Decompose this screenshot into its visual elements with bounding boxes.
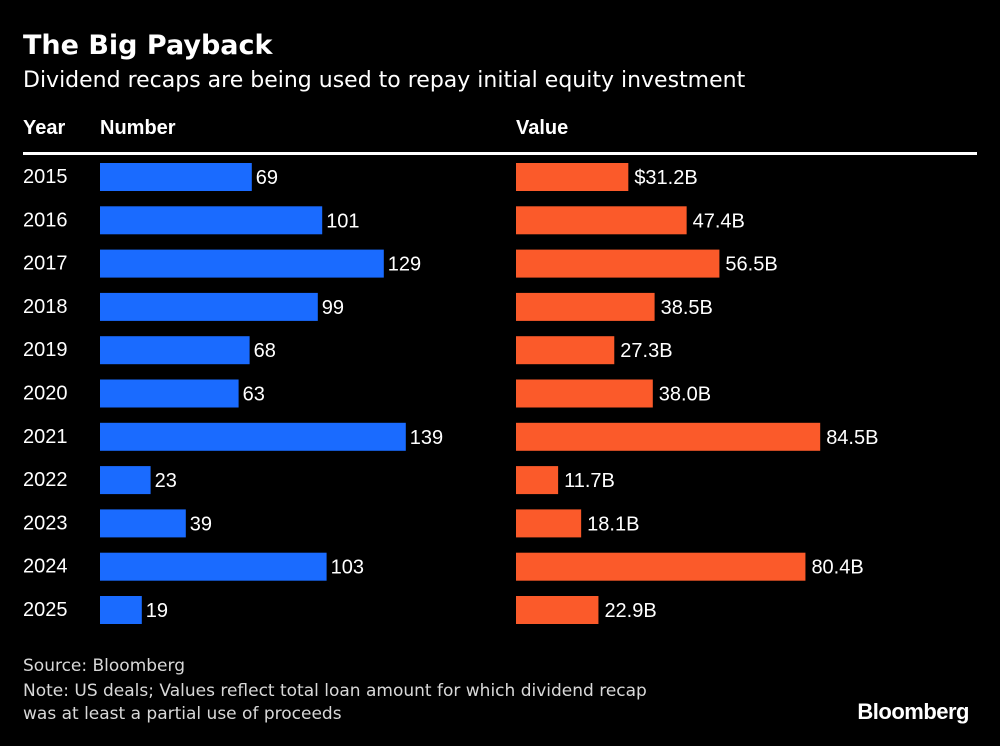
number-bar (100, 509, 186, 538)
year-label: 2025 (23, 599, 68, 621)
year-label: 2015 (23, 166, 68, 188)
value-bar (516, 509, 582, 538)
number-bar (100, 422, 406, 451)
number-bar (100, 596, 142, 624)
bloomberg-logo: Bloomberg (857, 699, 969, 724)
number-bar (100, 466, 151, 495)
value-bar (516, 379, 653, 408)
year-label: 2018 (23, 296, 68, 318)
year-label: 2024 (23, 556, 68, 578)
number-value-label: 68 (254, 340, 276, 362)
value-bar (516, 336, 615, 365)
number-bar (100, 552, 327, 581)
value-amount-label: 11.7B (564, 470, 615, 492)
note-line-1: Note: US deals; Values reflect total loa… (23, 681, 647, 701)
number-value-label: 19 (146, 600, 168, 622)
value-amount-label: 47.4B (693, 210, 745, 232)
number-value-label: 63 (243, 384, 265, 406)
number-value-label: 39 (190, 513, 212, 535)
year-label: 2023 (23, 512, 68, 534)
chart-subtitle: Dividend recaps are being used to repay … (23, 68, 746, 93)
year-label: 2019 (23, 339, 68, 361)
year-label: 2017 (23, 253, 68, 275)
value-bar (516, 292, 655, 321)
value-bar (516, 596, 599, 624)
value-amount-label: 56.5B (725, 254, 777, 276)
value-amount-label: 22.9B (604, 600, 656, 622)
column-header-year: Year (23, 117, 66, 139)
year-label: 2022 (23, 469, 68, 491)
year-label: 2021 (23, 426, 68, 448)
number-bar (100, 336, 250, 365)
number-value-label: 101 (326, 210, 359, 232)
column-header-value: Value (516, 117, 569, 139)
value-bar (516, 206, 687, 235)
value-amount-label: 27.3B (620, 340, 672, 362)
number-bar (100, 206, 323, 235)
value-amount-label: $31.2B (634, 167, 697, 189)
number-bar (100, 249, 384, 278)
value-bar (516, 422, 821, 451)
column-header-number: Number (100, 117, 176, 139)
number-value-label: 69 (256, 167, 278, 189)
number-bar (100, 163, 252, 191)
number-bar (100, 292, 318, 321)
value-amount-label: 80.4B (811, 557, 863, 579)
header-divider (23, 152, 977, 155)
value-amount-label: 38.5B (661, 297, 713, 319)
value-amount-label: 84.5B (826, 427, 878, 449)
value-amount-label: 38.0B (659, 384, 711, 406)
source-note: Source: Bloomberg (23, 656, 185, 676)
year-label: 2020 (23, 383, 68, 405)
value-bar (516, 163, 629, 191)
value-bar (516, 249, 720, 278)
number-value-label: 99 (322, 297, 344, 319)
note-line-2: was at least a partial use of proceeds (23, 704, 342, 724)
value-bar (516, 466, 559, 495)
value-bar (516, 552, 806, 581)
number-value-label: 129 (388, 254, 421, 276)
year-label: 2016 (23, 209, 68, 231)
number-value-label: 103 (331, 557, 364, 579)
number-value-label: 23 (155, 470, 177, 492)
number-value-label: 139 (410, 427, 443, 449)
chart-title: The Big Payback (23, 30, 273, 61)
number-bar (100, 379, 239, 408)
value-amount-label: 18.1B (587, 513, 639, 535)
